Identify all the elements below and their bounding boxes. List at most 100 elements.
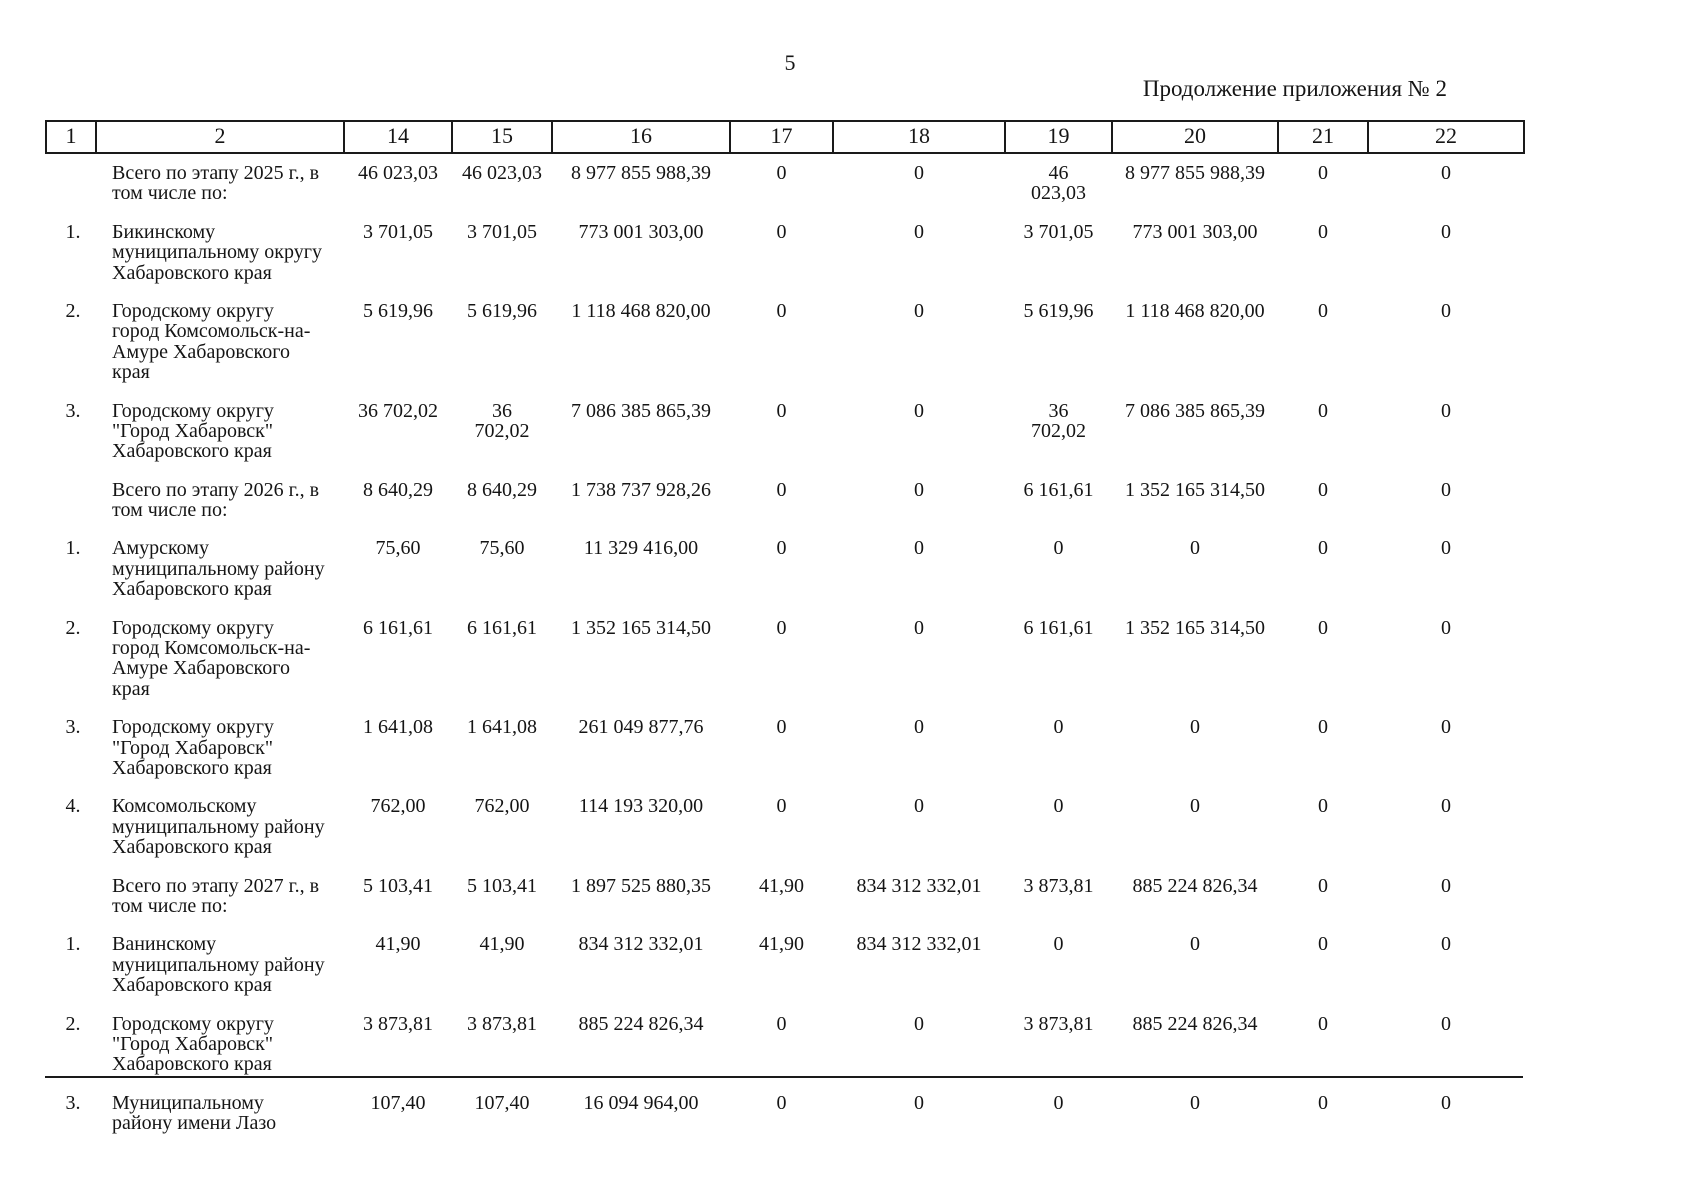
value-cell: 3 873,81 xyxy=(1023,874,1094,897)
appendix-table: 1 2 14 15 16 17 18 19 20 21 22 Всего по этапу 2025… xyxy=(45,120,1525,1142)
value-cell: 1 118 468 820,00 xyxy=(1125,299,1265,322)
value-cell: 6 161,61 xyxy=(363,616,433,639)
value-cell: 0 xyxy=(1053,716,1064,739)
value-cell: 834 312 332,01 xyxy=(578,933,704,956)
value-cell: 261 049 877,76 xyxy=(578,716,704,739)
value-cell: 0 xyxy=(1053,795,1064,818)
value-cell: 0 xyxy=(1318,616,1328,639)
name-cell: Городскому округу "Город Хабаровск" Хаба… xyxy=(112,716,274,779)
value-cell: 885 224 826,34 xyxy=(578,1012,704,1035)
value-cell: 5 619,96 xyxy=(1023,299,1094,322)
value-cell: 0 xyxy=(1318,1012,1328,1035)
value-cell: 834 312 332,01 xyxy=(856,933,982,956)
value-cell: 8 640,29 xyxy=(467,478,537,501)
value-cell: 5 619,96 xyxy=(467,299,537,322)
value-cell: 5 619,96 xyxy=(363,299,433,322)
appendix-caption: Продолжение приложения № 2 xyxy=(1142,76,1447,101)
name-cell: Городскому округу город Комсомольск-на-А… xyxy=(112,299,311,384)
table-bottom-rule xyxy=(45,1076,1523,1078)
value-cell: 46 023,03 xyxy=(358,162,438,184)
value-cell: 773 001 303,00 xyxy=(1132,220,1258,243)
value-cell: 0 xyxy=(776,299,787,322)
row-number-cell: 3. xyxy=(65,1091,81,1114)
value-cell: 6 161,61 xyxy=(1023,616,1094,639)
value-cell: 762,00 xyxy=(370,795,426,818)
value-cell: 3 873,81 xyxy=(467,1012,537,1035)
value-cell: 0 xyxy=(776,616,787,639)
name-cell: Комсомольскому муниципальному району Хаб… xyxy=(112,795,325,859)
value-cell: 107,40 xyxy=(370,1091,426,1114)
row-number-cell: 1. xyxy=(65,220,81,243)
row-number-cell xyxy=(46,471,96,530)
value-cell: 1 897 525 880,35 xyxy=(571,874,711,897)
value-cell: 3 701,05 xyxy=(363,220,433,243)
column-header: 16 xyxy=(551,120,731,154)
value-cell: 0 xyxy=(776,716,787,739)
value-cell: 5 103,41 xyxy=(363,874,433,897)
name-cell: Бикинскому муниципальному округу Хабаров… xyxy=(112,220,322,284)
value-cell: 0 xyxy=(1318,537,1328,560)
value-cell: 0 xyxy=(914,1012,924,1035)
value-cell: 0 xyxy=(914,299,924,322)
value-cell: 8 977 855 988,39 xyxy=(571,162,711,184)
value-cell: 7 086 385 865,39 xyxy=(1125,399,1265,422)
value-cell: 773 001 303,00 xyxy=(578,220,704,243)
value-cell: 107,40 xyxy=(474,1091,530,1114)
value-cell: 0 xyxy=(1318,933,1328,956)
value-cell: 0 xyxy=(776,478,787,501)
value-cell: 0 xyxy=(1318,795,1328,818)
column-header: 2 xyxy=(95,120,345,154)
value-cell: 0 xyxy=(1441,933,1451,956)
value-cell: 0 xyxy=(1190,1091,1200,1114)
value-cell: 1 352 165 314,50 xyxy=(571,616,711,639)
row-number-cell: 4. xyxy=(65,795,81,818)
name-cell: Всего по этапу 2026 г., в том числе по: xyxy=(112,478,320,522)
value-cell: 1 352 165 314,50 xyxy=(1125,478,1265,501)
row-number-cell: 3. xyxy=(65,399,81,422)
value-cell: 0 xyxy=(1190,933,1200,956)
value-cell: 0 xyxy=(914,537,924,560)
value-cell: 0 xyxy=(914,716,924,739)
value-cell: 1 641,08 xyxy=(363,716,433,739)
value-cell: 1 118 468 820,00 xyxy=(571,299,711,322)
value-cell: 3 701,05 xyxy=(1023,220,1094,243)
column-header: 14 xyxy=(343,120,453,154)
value-cell: 8 977 855 988,39 xyxy=(1125,162,1265,184)
value-cell: 46 023,03 xyxy=(1031,162,1086,205)
value-cell: 0 xyxy=(1441,537,1451,560)
table-row: 1. Амурскому муниципальному району Хабаро… xyxy=(46,529,1524,608)
column-header: 18 xyxy=(832,120,1006,154)
value-cell: 7 086 385 865,39 xyxy=(571,399,711,422)
table-row: 2. Городскому округу город Комсомольск-на… xyxy=(46,609,1524,709)
page-number: 5 xyxy=(784,50,796,75)
value-cell: 0 xyxy=(776,399,787,422)
value-cell: 0 xyxy=(1053,933,1064,956)
row-number-cell xyxy=(46,867,96,926)
value-cell: 0 xyxy=(1441,874,1451,897)
table-row: 3. Городскому округу "Город Хабаровск" Ха… xyxy=(46,708,1524,787)
value-cell: 0 xyxy=(1318,220,1328,243)
value-cell: 0 xyxy=(776,1012,787,1035)
table-row: 1. Бикинскому муниципальному округу Хабар… xyxy=(46,213,1524,292)
value-cell: 0 xyxy=(1053,537,1064,560)
value-cell: 5 103,41 xyxy=(467,874,537,897)
value-cell: 3 873,81 xyxy=(1023,1012,1094,1035)
row-number-cell xyxy=(46,153,96,213)
name-cell: Городскому округу "Город Хабаровск" Хаба… xyxy=(112,1012,274,1076)
value-cell: 0 xyxy=(776,220,787,243)
value-cell: 0 xyxy=(1318,162,1328,184)
row-number-cell: 1. xyxy=(65,933,81,956)
value-cell: 75,60 xyxy=(375,537,421,560)
value-cell: 0 xyxy=(1441,399,1451,422)
table-row: 2. Городскому округу город Комсомольск-на… xyxy=(46,292,1524,392)
column-header: 22 xyxy=(1367,120,1525,154)
value-cell: 0 xyxy=(914,616,924,639)
value-cell: 36 702,02 xyxy=(1031,399,1086,442)
column-header: 17 xyxy=(729,120,834,154)
column-header: 20 xyxy=(1111,120,1279,154)
value-cell: 0 xyxy=(1441,1091,1451,1114)
value-cell: 36 702,02 xyxy=(474,399,530,442)
value-cell: 885 224 826,34 xyxy=(1132,1012,1258,1035)
value-cell: 0 xyxy=(914,220,924,243)
value-cell: 114 193 320,00 xyxy=(578,795,704,818)
